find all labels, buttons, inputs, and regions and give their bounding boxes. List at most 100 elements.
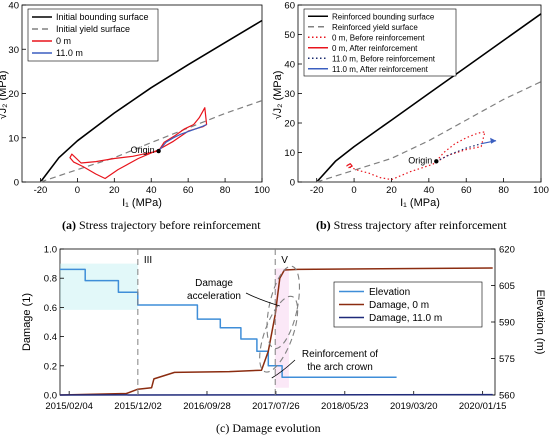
x-tick-label: 0 (75, 185, 80, 196)
series-line (39, 19, 263, 183)
series-line (346, 163, 353, 169)
damage-acceleration-text: acceleration (187, 291, 241, 302)
x-tick-label: 60 (183, 185, 194, 196)
panel-b-ticks: -20 0 20 40 60 80 100 0 10 20 30 40 50 60 (284, 1, 549, 197)
y-tick-label: 10 (8, 133, 19, 144)
x-tick-label: 40 (424, 185, 435, 196)
legend-label: Damage, 11.0 m (369, 313, 442, 324)
panel-c-y2label: Elevation (m) (534, 290, 546, 355)
panel-b-legend: Reinforced bounding surface Reinforced yi… (303, 8, 457, 77)
x-tick-label: 2019/03/20 (390, 401, 438, 412)
legend-label: 0 m, After reinforcement (332, 44, 418, 53)
legend-label: Reinforced yield surface (332, 23, 418, 32)
legend-label: 11.0 m (56, 48, 83, 58)
x-tick-label: 80 (220, 185, 231, 196)
caption-a-text: Stress trajectory before reinforcement (76, 218, 261, 232)
reinforcement-leader (271, 359, 296, 379)
panel-a-ticks: -20 0 20 40 60 80 100 0 10 20 30 40 (8, 1, 270, 197)
panel-c-ylabel: Damage (1) (21, 293, 33, 351)
legend-label: Initial yield surface (56, 24, 130, 34)
x-tick-label: 20 (109, 185, 120, 196)
series-line (60, 268, 397, 378)
series-line (158, 123, 207, 152)
legend-label: 0 m, Before reinforcement (332, 33, 425, 42)
x-tick-label: -20 (310, 185, 324, 196)
caption-a-label: (a) (62, 218, 76, 232)
x-tick-label: 100 (254, 185, 270, 196)
annotation-ellipse (259, 295, 299, 373)
x-tick-label: 2018/05/23 (321, 401, 369, 412)
series-line (316, 13, 542, 183)
panel-c-ticks: 2015/02/04 2015/12/02 2016/09/28 2017/07/26… (44, 245, 515, 413)
panel-c-annotations: III V Damage acceleration Reinforcement of th… (137, 249, 378, 395)
x-tick-label: 2015/12/02 (114, 401, 162, 412)
reinforcement-text: Reinforcement of (302, 349, 378, 360)
legend-label: Reinforced bounding surface (332, 12, 435, 21)
y-tick-label: 0.0 (44, 391, 57, 402)
legend-label: Initial bounding surface (56, 12, 149, 22)
y-tick-label: 20 (284, 119, 295, 130)
series-line (316, 81, 542, 183)
legend-label: 11.0 m, After reinforcement (332, 65, 429, 74)
x-tick-label: 40 (146, 185, 157, 196)
highlight-band (60, 263, 138, 310)
y-tick-label: 0 (14, 178, 19, 189)
caption-b: (b) Stress trajectory after reinforcemen… (316, 218, 507, 233)
damage-acceleration-text: Damage (195, 278, 233, 289)
damage-acceleration-leader (245, 292, 280, 307)
x-tick-label: 2015/02/04 (45, 401, 93, 412)
y-tick-label: 0.6 (44, 303, 57, 314)
panel-a-series: Origin (39, 19, 263, 183)
y-tick-label: 50 (284, 30, 295, 41)
panel-b-ylabel: √J₂ (MPa) (272, 71, 284, 120)
x-tick-label: 20 (386, 185, 397, 196)
panel-c-legend: Elevation Damage, 0 m Damage, 11.0 m (333, 281, 483, 328)
x-tick-label: 80 (498, 185, 509, 196)
panel-a-ylabel: √J₂ (MPa) (0, 71, 9, 120)
x-tick-label: 2020/01/15 (459, 401, 507, 412)
panel-c-series (59, 267, 493, 396)
x-tick-label: 60 (461, 185, 472, 196)
y-tick-label: 0.4 (44, 332, 57, 343)
y2-tick-label: 575 (499, 354, 515, 365)
panel-b-xlabel: I₁ (MPa) (400, 197, 440, 209)
reinforcement-text: the arch crown (307, 362, 373, 373)
legend-label: Elevation (369, 287, 410, 298)
y2-tick-label: 560 (499, 391, 515, 402)
annotation-ellipse (266, 265, 301, 350)
panel-c-damage-evolution: 2015/02/04 2015/12/02 2016/09/28 2017/07/26… (21, 245, 546, 413)
y-tick-label: 30 (284, 89, 295, 100)
x-tick-label: 100 (533, 185, 549, 196)
arrow-head (490, 137, 497, 144)
panel-c-highlights (60, 263, 289, 388)
y-tick-label: 0.8 (44, 274, 57, 285)
series-line (436, 143, 482, 162)
legend-label: 0 m (56, 36, 71, 46)
y2-tick-label: 620 (499, 245, 515, 256)
panel-a-legend: Initial bounding surface Initial yield su… (27, 8, 159, 62)
x-tick-label: -20 (34, 185, 48, 196)
series-line (40, 100, 263, 183)
origin-point (434, 159, 439, 164)
caption-c: (c) Damage evolution (216, 421, 321, 435)
x-tick-label: 2016/09/28 (183, 401, 231, 412)
y-tick-label: 0 (290, 178, 295, 189)
origin-point (156, 148, 161, 154)
panel-b-series: Origin (316, 13, 542, 183)
x-tick-label: 2017/07/26 (252, 401, 300, 412)
y-tick-label: 40 (284, 60, 295, 71)
series-line (69, 107, 208, 180)
series-line (59, 267, 493, 396)
x-tick-label: 0 (351, 185, 356, 196)
y2-tick-label: 605 (499, 281, 515, 292)
caption-b-label: (b) (316, 218, 331, 232)
origin-label: Origin (408, 155, 432, 165)
legend-label: Damage, 0 m (369, 300, 429, 311)
origin-label: Origin (131, 145, 155, 155)
y-tick-label: 1.0 (44, 245, 57, 256)
caption-a: (a) Stress trajectory before reinforceme… (62, 218, 261, 233)
phase-label: III (144, 255, 152, 266)
panel-a-xlabel: I₁ (MPa) (122, 197, 162, 209)
highlight-band (275, 268, 289, 388)
